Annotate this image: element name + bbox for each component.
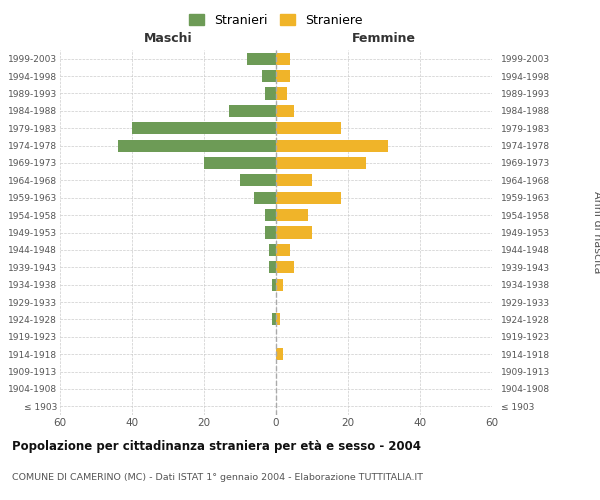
Bar bbox=[132, 122, 276, 134]
Bar bbox=[276, 226, 312, 238]
Bar bbox=[262, 70, 276, 82]
Text: Popolazione per cittadinanza straniera per età e sesso - 2004: Popolazione per cittadinanza straniera p… bbox=[12, 440, 421, 453]
Bar bbox=[276, 70, 290, 82]
Bar bbox=[229, 105, 276, 117]
Bar bbox=[276, 278, 283, 290]
Bar bbox=[272, 314, 276, 326]
Bar bbox=[269, 244, 276, 256]
Bar bbox=[276, 140, 388, 151]
Bar bbox=[276, 174, 312, 186]
Bar bbox=[265, 226, 276, 238]
Text: COMUNE DI CAMERINO (MC) - Dati ISTAT 1° gennaio 2004 - Elaborazione TUTTITALIA.I: COMUNE DI CAMERINO (MC) - Dati ISTAT 1° … bbox=[12, 472, 423, 482]
Bar bbox=[276, 348, 283, 360]
Bar bbox=[276, 192, 341, 204]
Bar bbox=[276, 209, 308, 221]
Bar bbox=[272, 278, 276, 290]
Bar bbox=[118, 140, 276, 151]
Bar bbox=[276, 157, 366, 169]
Y-axis label: Fasce di età: Fasce di età bbox=[0, 200, 2, 266]
Legend: Stranieri, Straniere: Stranieri, Straniere bbox=[184, 9, 368, 32]
Bar bbox=[240, 174, 276, 186]
Bar bbox=[276, 244, 290, 256]
Bar bbox=[269, 261, 276, 274]
Bar bbox=[276, 122, 341, 134]
Bar bbox=[247, 52, 276, 65]
Bar bbox=[276, 105, 294, 117]
Bar bbox=[265, 209, 276, 221]
Bar bbox=[276, 88, 287, 100]
Bar bbox=[204, 157, 276, 169]
Text: Femmine: Femmine bbox=[352, 32, 416, 45]
Bar bbox=[276, 52, 290, 65]
Bar bbox=[276, 261, 294, 274]
Bar bbox=[276, 314, 280, 326]
Bar bbox=[254, 192, 276, 204]
Text: Maschi: Maschi bbox=[143, 32, 193, 45]
Text: Anni di nascita: Anni di nascita bbox=[592, 191, 600, 274]
Bar bbox=[265, 88, 276, 100]
